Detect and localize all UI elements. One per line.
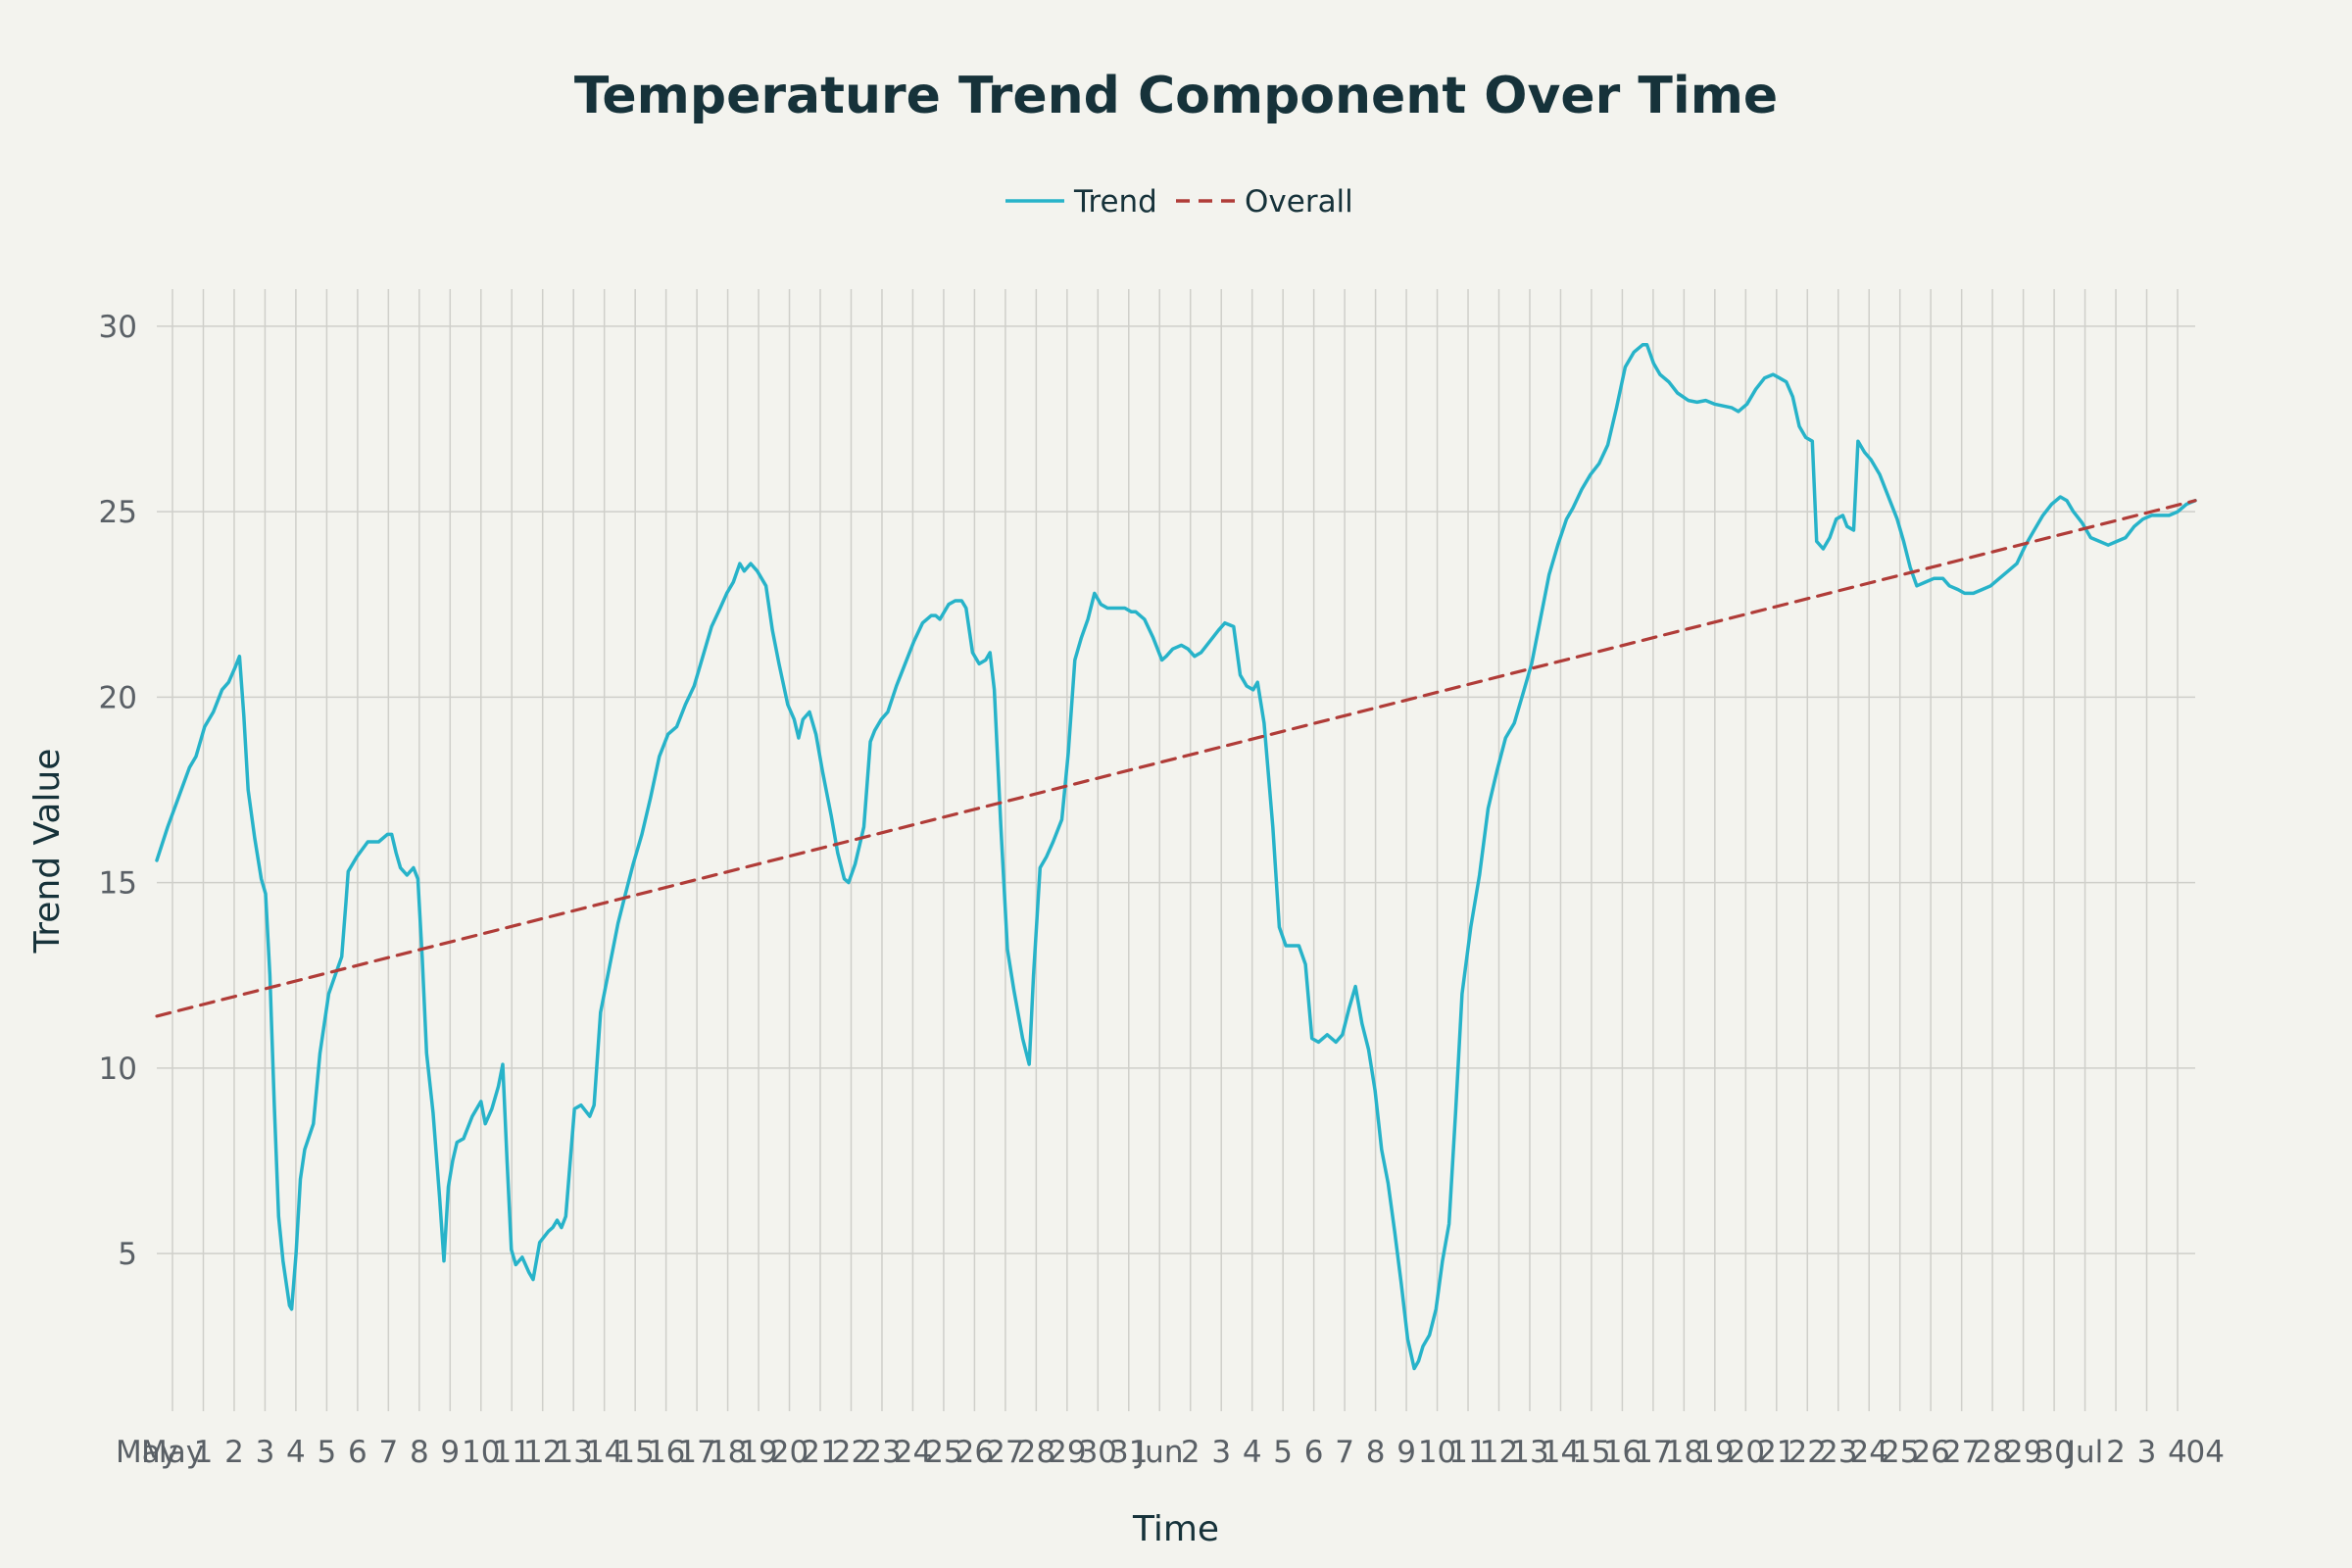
x-tick-label: 21 — [1757, 1435, 1795, 1470]
x-tick-label: 7 — [378, 1435, 398, 1470]
x-tick-label: 30 — [2034, 1435, 2073, 1470]
x-tick-label: 4 — [2168, 1435, 2187, 1470]
x-tick-label: 4 — [1243, 1435, 1262, 1470]
x-tick-label: 2 — [2106, 1435, 2126, 1470]
x-tick-label: 16 — [647, 1435, 685, 1470]
x-tick-label-start: May — [116, 1435, 178, 1470]
x-tick-label: 21 — [801, 1435, 839, 1470]
series-line-overall[interactable] — [155, 499, 2197, 1018]
series-layer — [155, 343, 2197, 1371]
x-tick-label: 5 — [1273, 1435, 1293, 1470]
y-tick-label: 20 — [99, 680, 137, 715]
x-tick-label: 4 — [286, 1435, 306, 1470]
x-tick-label: 27 — [986, 1435, 1024, 1470]
x-tick-label: 15 — [1572, 1435, 1610, 1470]
x-tick-label: 3 — [256, 1435, 275, 1470]
x-tick-label: 10 — [462, 1435, 500, 1470]
x-tick-label: 5 — [318, 1435, 337, 1470]
x-tick-label: 23 — [1819, 1435, 1857, 1470]
x-tick-label: 22 — [1788, 1435, 1827, 1470]
legend-overall-label: Overall — [1245, 184, 1353, 220]
x-tick-label: 1 — [194, 1435, 214, 1470]
x-tick-label: 20 — [770, 1435, 808, 1470]
x-tick-label: 19 — [1695, 1435, 1734, 1470]
y-tick-label: 10 — [99, 1052, 137, 1087]
x-tick-label: 8 — [1366, 1435, 1386, 1470]
legend-trend-label: Trend — [1073, 184, 1157, 220]
x-tick-label: 14 — [585, 1435, 623, 1470]
x-tick-label: 23 — [862, 1435, 901, 1470]
legend-item-trend[interactable]: Trend — [1005, 184, 1157, 220]
x-tick-label: Jul — [2065, 1435, 2103, 1470]
x-tick-label: 20 — [1727, 1435, 1765, 1470]
x-tick-label: 6 — [1304, 1435, 1324, 1470]
x-tick-label: 18 — [1665, 1435, 1703, 1470]
x-tick-label: Jun — [1134, 1435, 1183, 1470]
x-tick-label: 30 — [1079, 1435, 1117, 1470]
chart-title: Temperature Trend Component Over Time — [574, 67, 1778, 125]
x-tick-label: 28 — [1973, 1435, 2011, 1470]
x-tick-label: 6 — [348, 1435, 368, 1470]
y-tick-label: 25 — [99, 495, 137, 530]
y-axis-title: Trend Value — [27, 749, 68, 955]
x-tick-label: 18 — [709, 1435, 747, 1470]
x-tick-label: 17 — [677, 1435, 715, 1470]
x-tick-label: 7 — [1335, 1435, 1354, 1470]
x-tick-label: 3 — [1211, 1435, 1231, 1470]
x-tick-label: 14 — [1542, 1435, 1580, 1470]
x-tick-label: 13 — [1510, 1435, 1548, 1470]
x-tick-label: 29 — [2004, 1435, 2042, 1470]
x-tick-label: 19 — [739, 1435, 777, 1470]
y-tick-label: 15 — [99, 866, 137, 902]
x-tick-label: 27 — [1942, 1435, 1981, 1470]
x-tick-label: 11 — [493, 1435, 531, 1470]
x-tick-label: 29 — [1048, 1435, 1086, 1470]
x-tick-label: 24 — [894, 1435, 932, 1470]
x-tick-label: 11 — [1448, 1435, 1487, 1470]
x-tick-label: 2 — [224, 1435, 244, 1470]
x-tick-label: 16 — [1603, 1435, 1642, 1470]
x-tick-label: 28 — [1017, 1435, 1055, 1470]
vertical-gridlines — [172, 289, 2179, 1411]
x-tick-label: 15 — [615, 1435, 654, 1470]
horizontal-gridlines — [157, 325, 2195, 1254]
series-line-trend[interactable] — [155, 343, 2197, 1371]
x-tick-label: 9 — [440, 1435, 460, 1470]
x-tick-label: 13 — [554, 1435, 592, 1470]
x-tick-label: 9 — [1396, 1435, 1416, 1470]
x-tick-label: 26 — [1911, 1435, 1949, 1470]
x-tick-label-end: 04 — [2186, 1435, 2225, 1470]
x-tick-label: 25 — [924, 1435, 962, 1470]
x-tick-label: 25 — [1881, 1435, 1919, 1470]
x-tick-label: 12 — [1480, 1435, 1518, 1470]
y-tick-label: 5 — [118, 1237, 137, 1272]
legend-item-overall[interactable]: Overall — [1176, 184, 1353, 220]
legend: Trend Overall — [1005, 184, 1353, 220]
x-tick-label: 31 — [1109, 1435, 1148, 1470]
y-axis-tick-labels: 5 10 15 20 25 30 — [99, 310, 137, 1272]
x-tick-label: 26 — [956, 1435, 994, 1470]
y-tick-label: 30 — [99, 310, 137, 345]
x-axis-title: Time — [1132, 1509, 1219, 1549]
x-tick-label: May — [141, 1435, 204, 1470]
x-tick-label: 12 — [523, 1435, 562, 1470]
x-tick-label: 2 — [1181, 1435, 1200, 1470]
x-tick-label: 24 — [1850, 1435, 1888, 1470]
x-tick-label: 22 — [832, 1435, 870, 1470]
x-tick-label: 17 — [1634, 1435, 1672, 1470]
x-tick-label: 10 — [1418, 1435, 1456, 1470]
x-tick-label: 3 — [2137, 1435, 2157, 1470]
x-tick-label: 8 — [410, 1435, 429, 1470]
